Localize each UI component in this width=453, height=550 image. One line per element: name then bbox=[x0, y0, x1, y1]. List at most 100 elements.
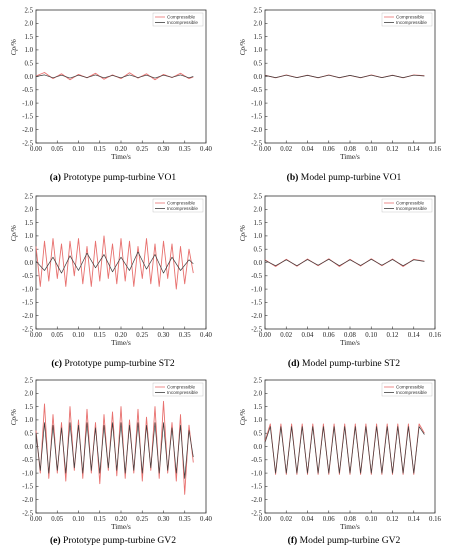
x-tick-label: 0.00 bbox=[259, 516, 271, 523]
legend-label: Incompressible bbox=[396, 206, 427, 211]
y-tick-label: -2.5 bbox=[22, 510, 33, 517]
y-tick-label: 0.5 bbox=[25, 431, 34, 438]
y-tick-label: 1.0 bbox=[25, 233, 34, 240]
x-tick-label: 0.04 bbox=[302, 332, 314, 339]
x-tick-label: 0.04 bbox=[302, 516, 314, 523]
y-tick-label: -2.0 bbox=[22, 127, 33, 134]
y-tick-label: 0.0 bbox=[254, 260, 263, 267]
y-tick-label: 0.5 bbox=[254, 61, 263, 68]
x-tick-label: 0.02 bbox=[280, 516, 292, 523]
legend-box bbox=[152, 198, 204, 213]
x-tick-label: 0.40 bbox=[200, 146, 212, 153]
x-tick-label: 0.15 bbox=[94, 332, 106, 339]
caption-letter: (f) bbox=[288, 535, 298, 546]
x-tick-label: 0.05 bbox=[51, 516, 63, 523]
y-tick-label: -2.5 bbox=[22, 326, 33, 333]
y-tick-label: 1.0 bbox=[25, 417, 34, 424]
x-tick-label: 0.14 bbox=[408, 146, 420, 153]
x-tick-label: 0.00 bbox=[30, 516, 42, 523]
y-tick-label: 1.5 bbox=[254, 34, 263, 41]
chart-panel-6: 2.52.01.51.00.50.0-0.5-1.0-1.5-2.0-2.50.… bbox=[239, 377, 442, 546]
y-tick-label: 0.5 bbox=[25, 247, 34, 254]
x-tick-label: 0.08 bbox=[344, 332, 356, 339]
plot-frame bbox=[264, 379, 436, 514]
x-tick-label: 0.08 bbox=[344, 516, 356, 523]
y-tick-label: -1.5 bbox=[251, 114, 262, 121]
x-tick-label: 0.10 bbox=[365, 332, 377, 339]
x-tick-label: 0.25 bbox=[136, 332, 148, 339]
caption-letter: (d) bbox=[288, 358, 300, 369]
x-tick-label: 0.20 bbox=[115, 146, 127, 153]
caption-letter: (a) bbox=[50, 172, 61, 183]
y-tick-label: 2.0 bbox=[25, 21, 34, 28]
y-tick-label: 0.0 bbox=[254, 444, 263, 451]
x-tick-label: 0.14 bbox=[408, 332, 420, 339]
y-tick-label: 2.0 bbox=[25, 391, 34, 398]
y-tick-label: 2.5 bbox=[254, 193, 263, 200]
x-tick-label: 0.00 bbox=[259, 332, 271, 339]
x-tick-label: 0.00 bbox=[259, 146, 271, 153]
x-tick-label: 0.30 bbox=[158, 516, 170, 523]
y-tick-label: 1.0 bbox=[254, 233, 263, 240]
panel-caption: (c) Prototype pump-turbine ST2 bbox=[51, 358, 175, 369]
legend-box bbox=[381, 12, 433, 27]
y-tick-label: -1.0 bbox=[22, 470, 33, 477]
y-tick-label: -2.0 bbox=[251, 313, 262, 320]
x-tick-label: 0.14 bbox=[408, 516, 420, 523]
y-tick-label: -2.5 bbox=[22, 140, 33, 147]
y-tick-label: 0.5 bbox=[254, 431, 263, 438]
y-tick-label: -0.5 bbox=[251, 87, 262, 94]
y-axis-title: Cp/% bbox=[10, 409, 18, 425]
caption-letter: (c) bbox=[51, 358, 62, 369]
y-tick-label: -1.5 bbox=[22, 300, 33, 307]
legend-label: Compressible bbox=[167, 385, 196, 390]
y-tick-label: 2.5 bbox=[254, 7, 263, 14]
y-tick-label: -1.0 bbox=[22, 100, 33, 107]
x-tick-label: 0.10 bbox=[73, 146, 85, 153]
legend-label: Incompressible bbox=[167, 390, 198, 395]
y-tick-label: -1.5 bbox=[251, 300, 262, 307]
chart-panel-3: 2.52.01.51.00.50.0-0.5-1.0-1.5-2.0-2.50.… bbox=[10, 193, 213, 369]
y-tick-label: -1.0 bbox=[251, 470, 262, 477]
y-tick-label: -2.5 bbox=[251, 326, 262, 333]
y-tick-label: -1.5 bbox=[251, 484, 262, 491]
x-tick-label: 0.02 bbox=[280, 146, 292, 153]
y-tick-label: -1.5 bbox=[22, 484, 33, 491]
x-axis-title: Time/s bbox=[340, 153, 360, 161]
x-tick-label: 0.10 bbox=[365, 516, 377, 523]
x-tick-label: 0.12 bbox=[387, 516, 399, 523]
x-axis-title: Time/s bbox=[111, 339, 131, 347]
x-tick-label: 0.10 bbox=[73, 332, 85, 339]
plot-frame bbox=[35, 195, 207, 330]
plot-frame bbox=[35, 9, 207, 144]
caption-text: Model pump-turbine ST2 bbox=[300, 358, 401, 369]
chart-panel-5: 2.52.01.51.00.50.0-0.5-1.0-1.5-2.0-2.50.… bbox=[10, 377, 213, 546]
series-line-incompressible bbox=[35, 422, 194, 479]
x-tick-label: 0.04 bbox=[302, 146, 314, 153]
y-tick-label: 0.0 bbox=[25, 260, 34, 267]
y-tick-label: 0.5 bbox=[254, 247, 263, 254]
y-tick-label: -2.0 bbox=[22, 313, 33, 320]
y-tick-label: 1.0 bbox=[25, 47, 34, 54]
y-tick-label: -2.5 bbox=[251, 140, 262, 147]
x-tick-label: 0.16 bbox=[429, 332, 441, 339]
x-tick-label: 0.05 bbox=[51, 146, 63, 153]
legend-box bbox=[152, 12, 204, 27]
x-tick-label: 0.20 bbox=[115, 332, 127, 339]
y-tick-label: -1.5 bbox=[22, 114, 33, 121]
y-tick-label: -0.5 bbox=[22, 87, 33, 94]
x-axis-title: Time/s bbox=[340, 339, 360, 347]
legend-label: Compressible bbox=[167, 201, 196, 206]
y-tick-label: 0.0 bbox=[25, 74, 34, 81]
panel-caption: (d) Model pump-turbine ST2 bbox=[288, 358, 400, 369]
x-tick-label: 0.25 bbox=[136, 516, 148, 523]
x-tick-label: 0.30 bbox=[158, 332, 170, 339]
series-line-incompressible bbox=[264, 258, 425, 267]
y-tick-label: 0.0 bbox=[254, 74, 263, 81]
y-tick-label: 2.0 bbox=[254, 21, 263, 28]
x-tick-label: 0.25 bbox=[136, 146, 148, 153]
y-axis-title: Cp/% bbox=[10, 39, 18, 55]
